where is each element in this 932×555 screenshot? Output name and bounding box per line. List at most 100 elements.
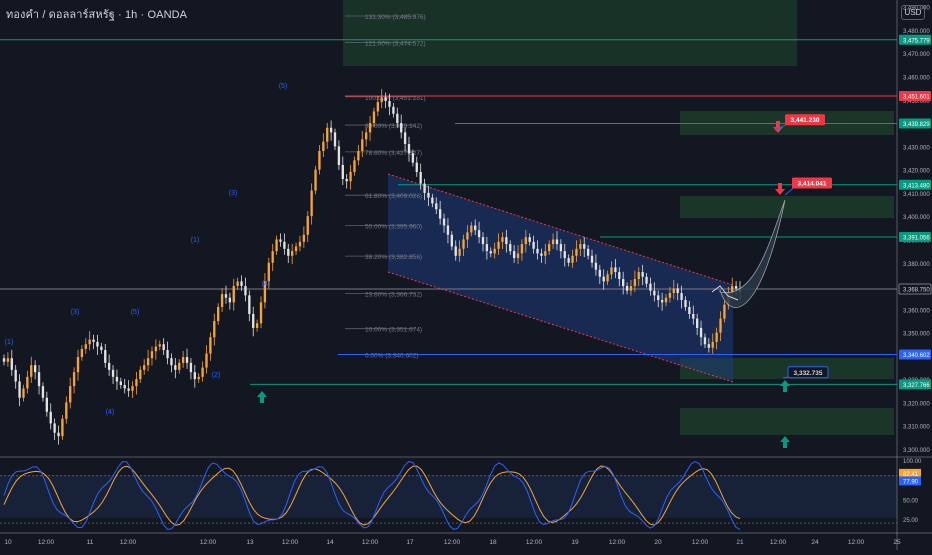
elliott-wave-label: (5)	[279, 83, 288, 90]
fib-level-label: 121.00% (3,474.572)	[365, 41, 426, 48]
candle-body	[88, 339, 91, 345]
x-tick-label: 12:00	[848, 539, 865, 546]
candle-body	[127, 388, 130, 391]
candle-body	[337, 146, 341, 165]
candle-body	[185, 357, 189, 363]
candle-body	[302, 234, 306, 242]
candle-body	[676, 288, 679, 294]
candle-body	[419, 171, 422, 184]
candle-body	[485, 244, 489, 252]
fib-level-label: 61.80% (3,409.026)	[365, 193, 422, 200]
candle-body	[719, 318, 722, 333]
y-tick-label: 3,450.000	[903, 99, 930, 105]
candle-body	[240, 281, 243, 287]
x-tick-label: 12:00	[526, 539, 543, 546]
candle-body	[357, 151, 360, 161]
candle-body	[92, 339, 95, 342]
candle-body	[489, 251, 492, 254]
candle-body	[57, 432, 60, 437]
projection-path[interactable]	[719, 199, 786, 308]
candle-body	[649, 283, 652, 291]
candle-body	[123, 384, 126, 389]
candle-body	[10, 358, 13, 370]
x-tick-label: 12:00	[362, 539, 379, 546]
candle-body	[353, 160, 356, 172]
y-tick-label: 3,310.000	[903, 425, 930, 431]
candle-body	[220, 294, 224, 307]
candle-body	[314, 169, 317, 191]
y-tick-label: 3,380.000	[903, 262, 930, 268]
candle-body	[329, 127, 333, 133]
candle-body	[61, 418, 64, 437]
candle-body	[559, 244, 563, 252]
candle-body	[162, 344, 165, 351]
candle-body	[699, 327, 703, 338]
up-arrow-icon[interactable]	[780, 380, 790, 392]
elliott-wave-label: (3)	[71, 309, 80, 316]
candle-body	[423, 183, 426, 193]
candle-body	[298, 241, 302, 247]
candle-body	[516, 253, 520, 259]
candle-body	[33, 365, 37, 373]
candle-body	[431, 197, 434, 204]
candle-body	[548, 244, 551, 252]
candle-body	[252, 313, 255, 328]
target-price-box[interactable]	[785, 114, 825, 126]
x-tick-label: 12:00	[282, 539, 299, 546]
price-scale-badge	[899, 232, 931, 243]
target-price-text: 3,414.041	[798, 181, 827, 188]
up-arrow-icon[interactable]	[257, 391, 267, 403]
target-price-box[interactable]	[787, 366, 829, 379]
candle-body	[279, 239, 282, 242]
elliott-wave-label: (1)	[5, 339, 14, 346]
price-scale-badge-text: 3,439.829	[903, 122, 930, 128]
candle-body	[575, 248, 578, 256]
elliott-wave-label: (3)	[229, 190, 238, 197]
fib-level-label: 89.00% (3,439.142)	[365, 123, 422, 130]
channel-top-line[interactable]	[387, 173, 734, 286]
candle-body	[396, 113, 399, 124]
currency-button[interactable]: USD	[901, 5, 925, 20]
candle-body	[259, 302, 263, 324]
channel-bottom-line[interactable]	[387, 271, 734, 383]
stoch-d-badge	[899, 476, 921, 486]
candle-body	[657, 295, 660, 301]
upper-target-zone	[343, 0, 797, 66]
candle-body	[104, 350, 107, 363]
candle-body	[166, 350, 169, 359]
candle-body	[731, 286, 734, 294]
candle-body	[30, 365, 33, 377]
candle-body	[131, 386, 134, 391]
candle-body	[135, 379, 138, 387]
candle-body	[715, 332, 718, 342]
x-tick-label: 21	[736, 539, 744, 546]
candle-body	[294, 246, 298, 252]
candle-body	[388, 100, 391, 107]
candle-body	[287, 248, 290, 256]
target-price-box[interactable]	[792, 177, 832, 189]
candle-body	[610, 267, 613, 275]
price-scale-badge	[899, 118, 931, 129]
candle-body	[629, 286, 633, 291]
x-tick-label: 20	[654, 539, 662, 546]
y-tick-label: 3,320.000	[903, 401, 930, 407]
symbol-title[interactable]: ทองคำ / ดอลลาร์สหรัฐ · 1h · OANDA	[6, 9, 188, 21]
up-arrow-icon[interactable]	[780, 436, 790, 448]
candle-body	[668, 293, 672, 298]
down-arrow-icon[interactable]	[775, 183, 785, 195]
candle-body	[189, 362, 193, 373]
candle-body	[84, 344, 87, 349]
zone-2	[680, 196, 894, 218]
price-scale-badge-text: 3,451.601	[903, 95, 930, 101]
stoch-k-value: 82.41	[903, 472, 919, 478]
candle-body	[450, 234, 453, 247]
candle-body	[653, 290, 656, 296]
elliott-wave-label: (5)	[131, 309, 140, 316]
candle-body	[76, 357, 80, 373]
x-tick-label: 17	[406, 539, 414, 546]
candle-body	[2, 358, 6, 362]
candle-body	[684, 300, 687, 307]
price-scale-badge	[899, 34, 931, 45]
